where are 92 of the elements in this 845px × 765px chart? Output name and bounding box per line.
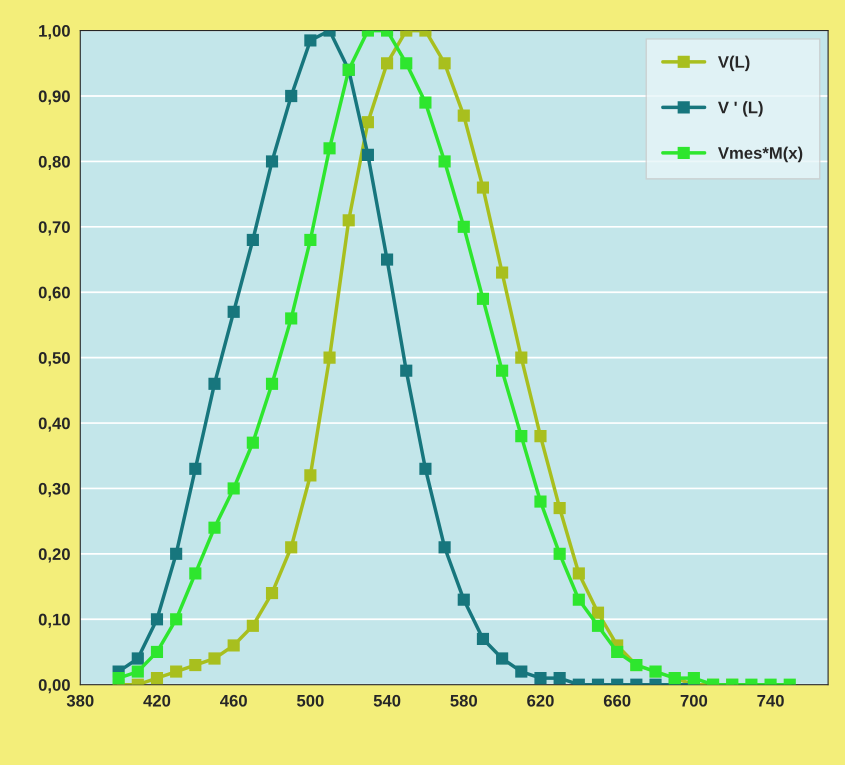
x-tick-label: 700 [680, 694, 708, 707]
point [170, 548, 182, 560]
point [458, 594, 470, 606]
point [419, 462, 432, 475]
y-tick-label: 0,20 [38, 548, 70, 562]
x-tick-label: 420 [143, 694, 170, 707]
point [476, 632, 490, 645]
point [476, 182, 490, 194]
point [381, 57, 394, 70]
point [266, 587, 278, 600]
x-tick-label: 540 [374, 694, 400, 707]
legend-label: V(L) [718, 56, 750, 72]
y-tick-label: 0,10 [38, 614, 70, 628]
point [419, 96, 432, 109]
point [150, 646, 164, 658]
point [688, 672, 700, 684]
point [246, 620, 259, 632]
point [228, 306, 240, 318]
point [476, 292, 490, 305]
point [304, 469, 316, 482]
point [132, 652, 144, 665]
point [189, 658, 202, 672]
y-tick-label: 0,60 [38, 286, 70, 301]
point [323, 352, 336, 364]
point [228, 482, 240, 495]
x-tick-label: 380 [66, 694, 94, 707]
y-tick-label: 0,40 [38, 417, 70, 432]
point [170, 666, 182, 678]
point [572, 567, 585, 580]
point [208, 522, 221, 534]
point [438, 155, 451, 168]
point [400, 57, 412, 70]
point [266, 378, 278, 390]
point [458, 110, 470, 122]
point [285, 312, 298, 324]
x-tick-label: 500 [296, 694, 324, 707]
point [304, 34, 316, 46]
point [554, 548, 566, 560]
point [189, 567, 202, 580]
point [611, 646, 624, 658]
point [534, 430, 547, 442]
point [592, 620, 604, 632]
point [400, 364, 412, 377]
point [534, 495, 547, 508]
point [246, 436, 259, 449]
point [438, 57, 451, 70]
point [304, 234, 316, 246]
point [438, 541, 451, 554]
y-tick-label: 0,00 [38, 679, 70, 694]
point [170, 613, 182, 626]
x-tick-label: 660 [604, 694, 630, 707]
point [496, 364, 508, 377]
point [189, 462, 202, 475]
point [554, 672, 566, 684]
point [323, 142, 336, 154]
y-tick-label: 0,50 [38, 352, 70, 366]
point [362, 148, 374, 161]
x-tick-label: 460 [220, 694, 247, 707]
y-tick-label: 0,70 [38, 221, 70, 236]
legend-label: V ' (L) [718, 101, 763, 117]
y-tick-label: 0,30 [38, 482, 70, 498]
point [132, 666, 144, 678]
point [285, 541, 298, 554]
point [362, 116, 374, 128]
point [515, 666, 528, 678]
point [266, 155, 278, 168]
point [592, 606, 604, 619]
point [112, 672, 125, 684]
point [150, 672, 164, 684]
point [150, 613, 164, 626]
point [458, 220, 470, 233]
point [246, 234, 259, 246]
y-tick-label: 0,90 [38, 90, 70, 105]
point [285, 90, 298, 102]
point [554, 502, 566, 514]
point [342, 214, 355, 226]
y-tick-label: 0,80 [38, 156, 70, 170]
y-tick-label: 1,00 [39, 25, 70, 40]
point [572, 594, 585, 606]
point [496, 266, 508, 279]
point [381, 253, 394, 266]
point [534, 672, 547, 684]
point [496, 652, 508, 665]
x-tick-label: 740 [757, 694, 784, 707]
point [228, 639, 240, 652]
point [208, 378, 221, 390]
x-tick-label: 580 [450, 694, 477, 707]
point [208, 652, 221, 665]
point [515, 352, 528, 364]
point [515, 430, 528, 442]
x-tick-label: 620 [527, 694, 554, 707]
legend-label: Vmes*M(x) [718, 146, 802, 162]
